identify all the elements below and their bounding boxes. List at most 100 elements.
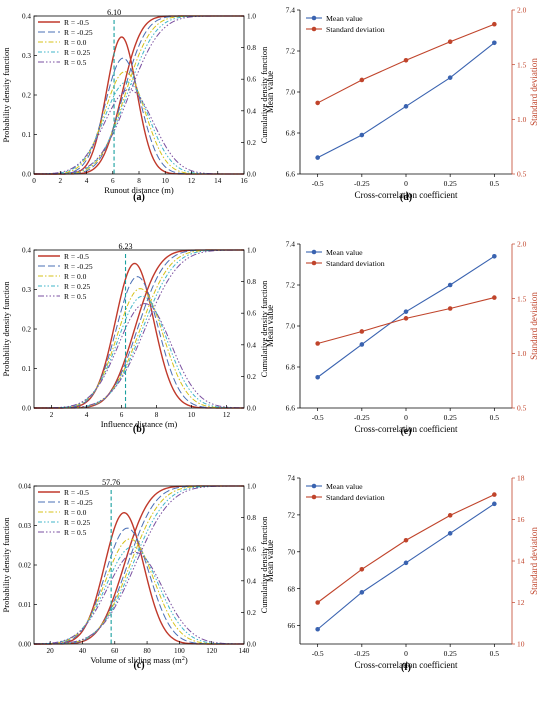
x-tick-label: -0.25 [354,649,370,658]
y-tick-label: 0.2 [22,92,31,100]
marker-label: 6.10 [107,8,121,17]
y-right-axis-label: Cumulative density function [259,46,269,144]
y-right-tick-label: 1.5 [517,294,527,303]
y-axis-label: Mean value [265,305,275,347]
y-right-tick-label: 0.8 [247,514,256,522]
series-line-mean [317,503,495,630]
y-tick-label: 6.6 [286,170,296,179]
y-tick-label: 7.2 [286,47,296,56]
panel-caption: (f) [401,662,411,673]
cdf-line-series-4 [34,249,245,409]
y-right-tick-label: 0.2 [247,373,256,381]
x-tick-label: 4 [85,177,89,185]
x-tick-label: 6 [120,411,124,419]
x-axis-label: Cross-correlation coefficient [354,660,458,670]
panel-e: -0.5 -0.25 0 0.25 0.5 6.6 6.8 7.0 7.2 7.4 0.5 1.0 1.… [265,240,539,437]
legend-label: Standard deviation [326,25,385,34]
x-tick-label: 8 [137,177,141,185]
legend-label: R = 0.5 [64,528,87,537]
legend-label: Mean value [326,14,363,23]
legend-label: R = 0.25 [64,48,90,57]
y-right-tick-label: 0.6 [247,546,256,554]
y-tick-label: 0.01 [18,601,31,609]
y-right-tick-label: 0.0 [247,171,256,179]
y-right-tick-label: 0.4 [247,341,256,349]
x-axis-label-superscript: 2 [182,656,185,662]
y-right-tick-label: 2.0 [517,6,527,15]
x-tick-label: 140 [239,647,250,655]
x-tick-label: 2 [50,411,54,419]
x-tick-label: 0.25 [444,649,457,658]
x-tick-label: 40 [79,647,87,655]
panel-b: 6.23 2 4 6 8 10 12 0.0 0.1 0.2 0.3 0.4 0.0 0.2 0.4 0.6 0… [1,242,269,435]
y-tick-label: 0.1 [22,131,31,139]
panel-caption: (e) [400,426,411,437]
y-tick-label: 0.3 [22,52,31,60]
panel-a: 6.100 2 4 6 8 10 12 14 160.00.10.20.30.40.00.20.… [1,8,269,203]
y-right-tick-label: 0.0 [247,641,256,649]
y-right-tick-label: 0.5 [517,404,527,413]
y-right-tick-label: 0.4 [247,107,256,115]
y-axis-label: Probability density function [1,47,11,143]
legend-label: Standard deviation [326,493,385,502]
y-tick-label: 6.8 [286,129,296,138]
x-tick-label: 8 [155,411,159,419]
legend-label: R = 0.25 [64,282,90,291]
y-tick-label: 7.0 [286,322,296,331]
std-point [359,329,365,334]
y-right-tick-label: 1.0 [517,349,527,358]
y-axis-label: Mean value [265,540,275,582]
legend-label: R = -0.5 [64,488,89,497]
y-tick-label: 7.2 [286,281,296,290]
cdf-line-series-4 [33,485,244,645]
x-tick-label: 60 [111,647,119,655]
x-tick-label: 0 [404,179,408,188]
legend-marker [311,260,317,266]
x-axis-label-tail: ) [185,655,188,665]
std-point [447,39,453,45]
y-right-tick-label: 1.0 [517,115,527,124]
y-right-tick-label: 1.0 [247,483,256,491]
y-right-tick-label: 1.0 [247,247,256,255]
x-tick-label: 6 [111,177,115,185]
legend-marker [311,249,317,255]
legend-label: R = 0.0 [64,38,87,47]
std-point [447,306,453,311]
x-tick-label: 16 [240,177,248,185]
mean-point [403,560,409,566]
cdf-line-series-3 [34,249,244,409]
x-tick-label: 0.5 [490,413,500,422]
pdf-line-series-2 [33,71,244,175]
y-right-tick-label: 1.5 [517,60,527,69]
x-tick-label: 4 [85,411,89,419]
x-tick-label: 0.5 [490,649,500,658]
mean-point [447,282,453,288]
y-tick-label: 7.4 [286,6,296,15]
y-right-tick-label: 16 [517,515,525,524]
y-tick-label: 0.03 [18,522,31,530]
std-point [492,492,497,497]
x-tick-label: 2 [58,177,62,185]
mean-point [359,342,365,347]
x-tick-label: -0.5 [312,413,324,422]
marker-label: 6.23 [119,242,133,251]
pdf-line-series-3 [34,81,244,175]
y-tick-label: 66 [288,621,296,630]
legend-label: R = -0.5 [64,18,89,27]
pdf-line-series-3 [34,295,245,409]
legend-marker [311,15,317,21]
std-point [403,537,409,543]
x-tick-label: 0.5 [490,179,500,188]
x-tick-label: 0 [404,649,408,658]
y-right-tick-label: 0.0 [247,405,256,413]
std-point [492,295,497,300]
x-tick-label: -0.25 [354,179,370,188]
x-tick-label: 0 [404,413,408,422]
y-tick-label: 7.0 [286,88,296,97]
x-axis-label: Runout distance (m) [104,185,174,195]
std-point [315,100,320,106]
y-tick-label: 0.2 [22,326,31,334]
panel-caption: (a) [133,192,145,203]
